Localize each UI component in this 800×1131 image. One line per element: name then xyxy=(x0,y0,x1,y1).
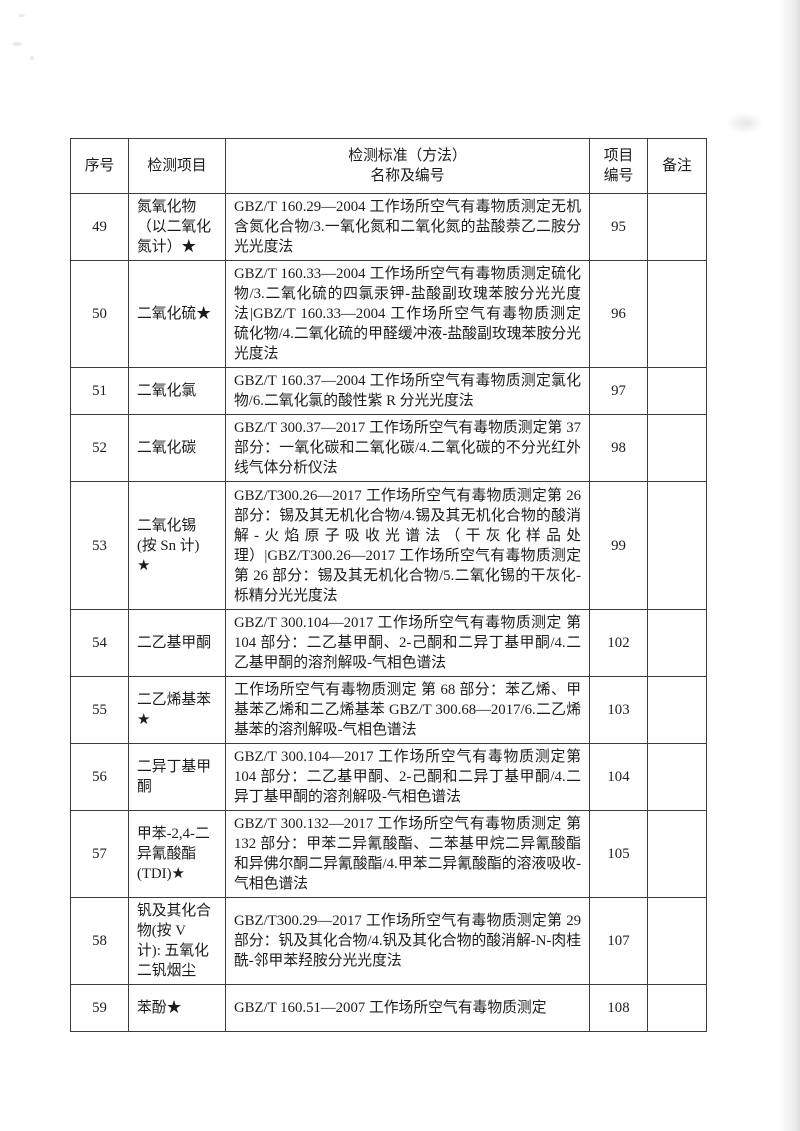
project-no-cell: 105 xyxy=(589,810,648,898)
table-row: 53 二氧化锡 (按 Sn 计) ★ GBZ/T300.26—2017 工作场所… xyxy=(70,481,707,610)
standard-cell: 工作场所空气有毒物质测定 第 68 部分：苯乙烯、甲基苯乙烯和二乙烯基苯 GBZ… xyxy=(225,676,590,744)
project-no-cell: 96 xyxy=(589,260,648,368)
row-no-cell: 57 xyxy=(70,810,129,898)
header-project-no: 项目 编号 xyxy=(589,138,648,194)
row-no-cell: 58 xyxy=(70,897,129,985)
scan-artifact xyxy=(18,14,25,17)
project-no-cell: 99 xyxy=(589,481,648,610)
standard-cell: GBZ/T 160.33—2004 工作场所空气有毒物质测定硫化物/3.二氧化硫… xyxy=(225,260,590,368)
remark-cell xyxy=(647,367,707,415)
standard-cell: GBZ/T 300.104—2017 工作场所空气有毒物质测定第 104 部分：… xyxy=(225,743,590,811)
remark-cell xyxy=(647,984,707,1032)
remark-cell xyxy=(647,810,707,898)
project-no-cell: 104 xyxy=(589,743,648,811)
standard-cell: GBZ/T 160.37—2004 工作场所空气有毒物质测定氯化物/6.二氧化氯… xyxy=(225,367,590,415)
item-cell: 二乙烯基苯 ★ xyxy=(128,676,226,744)
row-no-cell: 49 xyxy=(70,193,129,261)
standard-cell: GBZ/T300.29—2017 工作场所空气有毒物质测定第 29 部分：钒及其… xyxy=(225,897,590,985)
row-no-cell: 59 xyxy=(70,984,129,1032)
standard-cell: GBZ/T 300.104—2017 工作场所空气有毒物质测定 第 104 部分… xyxy=(225,609,590,677)
table-row: 59 苯酚★ GBZ/T 160.51—2007 工作场所空气有毒物质测定 10… xyxy=(70,984,707,1032)
remark-cell xyxy=(647,193,707,261)
remark-cell xyxy=(647,743,707,811)
standard-cell: GBZ/T300.26—2017 工作场所空气有毒物质测定第 26 部分：锡及其… xyxy=(225,481,590,610)
scan-edge-shadow xyxy=(778,0,800,1131)
item-cell: 甲苯-2,4-二 异氰酸酯 (TDI)★ xyxy=(128,810,226,898)
table-row: 54 二乙基甲酮 GBZ/T 300.104—2017 工作场所空气有毒物质测定… xyxy=(70,609,707,677)
header-remark: 备注 xyxy=(647,138,707,194)
remark-cell xyxy=(647,260,707,368)
row-no-cell: 51 xyxy=(70,367,129,415)
row-no-cell: 54 xyxy=(70,609,129,677)
table-row: 49 氮氧化物 （以二氧化 氮计）★ GBZ/T 160.29—2004 工作场… xyxy=(70,193,707,261)
item-cell: 苯酚★ xyxy=(128,984,226,1032)
standard-cell: GBZ/T 160.29—2004 工作场所空气有毒物质测定无机含氮化合物/3.… xyxy=(225,193,590,261)
row-no-cell: 55 xyxy=(70,676,129,744)
standard-cell: GBZ/T 300.37—2017 工作场所空气有毒物质测定第 37 部分：一氧… xyxy=(225,414,590,482)
scan-artifact xyxy=(30,56,34,60)
row-no-cell: 50 xyxy=(70,260,129,368)
item-cell: 氮氧化物 （以二氧化 氮计）★ xyxy=(128,193,226,261)
table-row: 51 二氧化氯 GBZ/T 160.37—2004 工作场所空气有毒物质测定氯化… xyxy=(70,367,707,415)
project-no-cell: 107 xyxy=(589,897,648,985)
project-no-cell: 103 xyxy=(589,676,648,744)
table-row: 58 钒及其化合 物(按 V 计): 五氧化 二钒烟尘 GBZ/T300.29—… xyxy=(70,897,707,985)
remark-cell xyxy=(647,897,707,985)
project-no-cell: 98 xyxy=(589,414,648,482)
table-row: 56 二异丁基甲 酮 GBZ/T 300.104—2017 工作场所空气有毒物质… xyxy=(70,743,707,811)
header-standard: 检测标准（方法） 名称及编号 xyxy=(225,138,590,194)
project-no-cell: 95 xyxy=(589,193,648,261)
item-cell: 二氧化碳 xyxy=(128,414,226,482)
table-row: 50 二氧化硫★ GBZ/T 160.33—2004 工作场所空气有毒物质测定硫… xyxy=(70,260,707,368)
item-cell: 二乙基甲酮 xyxy=(128,609,226,677)
project-no-cell: 102 xyxy=(589,609,648,677)
item-cell: 二氧化锡 (按 Sn 计) ★ xyxy=(128,481,226,610)
row-no-cell: 56 xyxy=(70,743,129,811)
table-row: 52 二氧化碳 GBZ/T 300.37—2017 工作场所空气有毒物质测定第 … xyxy=(70,414,707,482)
standard-cell: GBZ/T 160.51—2007 工作场所空气有毒物质测定 xyxy=(225,984,590,1032)
item-cell: 二氧化硫★ xyxy=(128,260,226,368)
remark-cell xyxy=(647,481,707,610)
item-cell: 二异丁基甲 酮 xyxy=(128,743,226,811)
standard-cell: GBZ/T 300.132—2017 工作场所空气有毒物质测定 第 132 部分… xyxy=(225,810,590,898)
table-row: 55 二乙烯基苯 ★ 工作场所空气有毒物质测定 第 68 部分：苯乙烯、甲基苯乙… xyxy=(70,676,707,744)
table-row: 57 甲苯-2,4-二 异氰酸酯 (TDI)★ GBZ/T 300.132—20… xyxy=(70,810,707,898)
remark-cell xyxy=(647,609,707,677)
header-no: 序号 xyxy=(70,138,129,194)
project-no-cell: 108 xyxy=(589,984,648,1032)
row-no-cell: 52 xyxy=(70,414,129,482)
header-item: 检测项目 xyxy=(128,138,226,194)
scan-artifact xyxy=(12,42,22,46)
project-no-cell: 97 xyxy=(589,367,648,415)
item-cell: 二氧化氯 xyxy=(128,367,226,415)
table-header-row: 序号 检测项目 检测标准（方法） 名称及编号 项目 编号 备注 xyxy=(70,138,707,194)
remark-cell xyxy=(647,414,707,482)
item-cell: 钒及其化合 物(按 V 计): 五氧化 二钒烟尘 xyxy=(128,897,226,985)
remark-cell xyxy=(647,676,707,744)
scan-artifact xyxy=(726,112,764,134)
inspection-standards-table: 序号 检测项目 检测标准（方法） 名称及编号 项目 编号 备注 49 氮氧化物 … xyxy=(70,138,707,1032)
row-no-cell: 53 xyxy=(70,481,129,610)
